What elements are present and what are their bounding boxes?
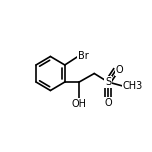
Text: O: O <box>116 65 123 75</box>
Text: CH3: CH3 <box>122 81 143 91</box>
Text: S: S <box>105 77 111 87</box>
Text: Br: Br <box>78 52 89 61</box>
Text: O: O <box>104 98 112 108</box>
Text: OH: OH <box>72 99 87 109</box>
